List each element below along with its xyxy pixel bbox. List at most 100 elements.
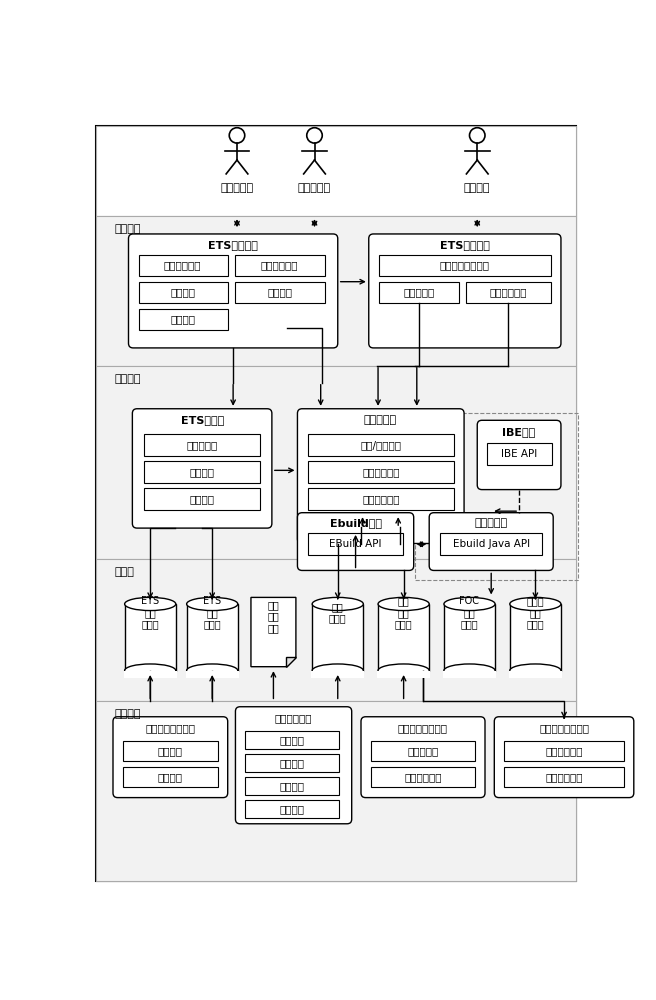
Bar: [236, 282, 325, 303]
Text: 参数配置管理: 参数配置管理: [261, 261, 298, 271]
FancyBboxPatch shape: [236, 707, 352, 824]
Bar: [379, 255, 551, 276]
Text: 统计报表: 统计报表: [267, 287, 292, 297]
Text: 并发量计数: 并发量计数: [186, 440, 218, 450]
Text: ETS计数器: ETS计数器: [180, 415, 224, 425]
Text: 内部接口: 内部接口: [115, 374, 141, 384]
Ellipse shape: [186, 597, 237, 611]
Bar: [138, 309, 228, 330]
Text: 自动程序: 自动程序: [115, 709, 141, 719]
Text: 数据库: 数据库: [115, 567, 134, 577]
Bar: [245, 777, 339, 795]
Bar: [312, 604, 363, 671]
Bar: [487, 443, 552, 465]
Ellipse shape: [312, 664, 363, 677]
Text: 指令统计: 指令统计: [279, 781, 304, 791]
Text: 系统管理: 系统管理: [171, 314, 195, 324]
Polygon shape: [286, 657, 296, 667]
Bar: [509, 671, 562, 678]
Text: 流量统计: 流量统计: [279, 735, 304, 745]
Bar: [138, 282, 228, 303]
Text: 验证航班计划: 验证航班计划: [362, 494, 400, 504]
Text: FOC
备份
数据库: FOC 备份 数据库: [459, 596, 480, 629]
Bar: [236, 255, 325, 276]
Bar: [144, 461, 260, 483]
Bar: [125, 604, 176, 671]
Text: 日志
归档
文件: 日志 归档 文件: [268, 600, 279, 633]
Ellipse shape: [444, 664, 495, 677]
Text: 业务管理员: 业务管理员: [298, 183, 331, 193]
Ellipse shape: [510, 597, 561, 611]
Bar: [123, 741, 218, 761]
Text: 航班
计划
数据库: 航班 计划 数据库: [395, 596, 413, 629]
Text: 其他计数: 其他计数: [190, 494, 215, 504]
Text: 拷贝数据: 拷贝数据: [158, 746, 183, 756]
Text: 同步缓存数据程序: 同步缓存数据程序: [398, 723, 448, 733]
Text: 应用系统: 应用系统: [464, 183, 491, 193]
Text: 移除数据: 移除数据: [158, 772, 183, 782]
Bar: [510, 604, 561, 671]
Bar: [371, 767, 475, 787]
Bar: [444, 604, 495, 671]
Text: 运行监控: 运行监控: [171, 287, 195, 297]
Bar: [466, 282, 551, 303]
Text: 同步航班计划程序: 同步航班计划程序: [539, 723, 589, 733]
Bar: [371, 741, 475, 761]
Text: 客户接入管理: 客户接入管理: [164, 261, 201, 271]
Text: ETS服务接口: ETS服务接口: [440, 240, 490, 250]
FancyBboxPatch shape: [113, 717, 228, 798]
Ellipse shape: [186, 664, 237, 677]
Ellipse shape: [378, 664, 429, 677]
Bar: [308, 461, 454, 483]
Bar: [245, 800, 339, 818]
Ellipse shape: [312, 597, 363, 611]
Ellipse shape: [510, 664, 561, 677]
Text: IBE接口: IBE接口: [502, 427, 536, 437]
Bar: [186, 671, 239, 678]
FancyBboxPatch shape: [495, 717, 634, 798]
Text: 数据归档: 数据归档: [279, 804, 304, 814]
FancyBboxPatch shape: [297, 513, 414, 570]
Text: 统计缓存效率: 统计缓存效率: [404, 772, 441, 782]
Text: 同步生产数据程序: 同步生产数据程序: [146, 723, 195, 733]
Bar: [96, 216, 577, 366]
Bar: [138, 255, 228, 276]
FancyBboxPatch shape: [429, 513, 553, 570]
Bar: [377, 671, 430, 678]
Text: 流量计数: 流量计数: [190, 467, 215, 477]
Text: 同步航季计划: 同步航季计划: [545, 746, 583, 756]
FancyBboxPatch shape: [361, 717, 485, 798]
Text: 缓存服务器: 缓存服务器: [364, 415, 397, 425]
Bar: [443, 671, 496, 678]
Ellipse shape: [378, 597, 429, 611]
Bar: [308, 533, 403, 555]
FancyBboxPatch shape: [478, 420, 561, 490]
Ellipse shape: [444, 597, 495, 611]
Text: 统计计数值: 统计计数值: [407, 746, 439, 756]
Text: 匹配/更新缓存: 匹配/更新缓存: [361, 440, 401, 450]
Text: 国际票接口: 国际票接口: [475, 518, 508, 528]
Bar: [308, 488, 454, 510]
Text: 管理程序: 管理程序: [115, 224, 141, 234]
Bar: [123, 767, 218, 787]
Bar: [504, 741, 624, 761]
Bar: [245, 731, 339, 749]
FancyBboxPatch shape: [369, 234, 561, 348]
Text: 访问控制日志记录: 访问控制日志记录: [440, 261, 490, 271]
Ellipse shape: [125, 597, 176, 611]
Text: 查询缓存状态: 查询缓存状态: [362, 467, 400, 477]
Bar: [124, 671, 176, 678]
Text: 数据归档程序: 数据归档程序: [275, 713, 312, 723]
Text: ETS
运行
数据库: ETS 运行 数据库: [141, 596, 159, 629]
Bar: [96, 559, 577, 701]
Text: 缓存统计: 缓存统计: [279, 758, 304, 768]
Bar: [96, 701, 577, 881]
Text: IBE API: IBE API: [501, 449, 537, 459]
Bar: [415, 413, 578, 580]
FancyBboxPatch shape: [297, 409, 464, 544]
Bar: [245, 754, 339, 772]
Bar: [144, 488, 260, 510]
Text: 缓存
数据库: 缓存 数据库: [329, 602, 346, 624]
Bar: [379, 282, 459, 303]
Bar: [378, 604, 429, 671]
